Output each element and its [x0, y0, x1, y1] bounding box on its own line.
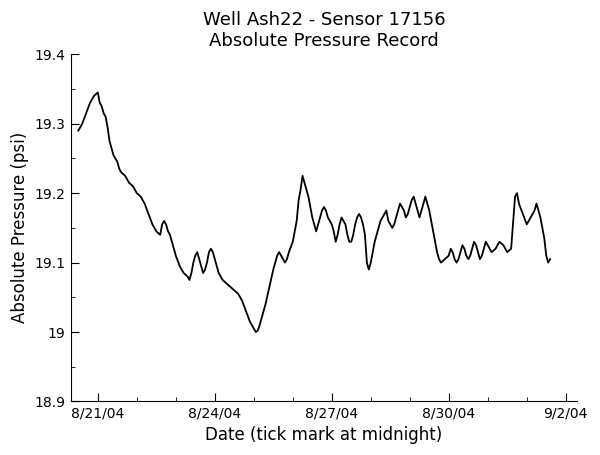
Title: Well Ash22 - Sensor 17156
Absolute Pressure Record: Well Ash22 - Sensor 17156 Absolute Press… [203, 11, 445, 50]
Y-axis label: Absolute Pressure (psi): Absolute Pressure (psi) [11, 132, 29, 324]
X-axis label: Date (tick mark at midnight): Date (tick mark at midnight) [205, 426, 443, 444]
